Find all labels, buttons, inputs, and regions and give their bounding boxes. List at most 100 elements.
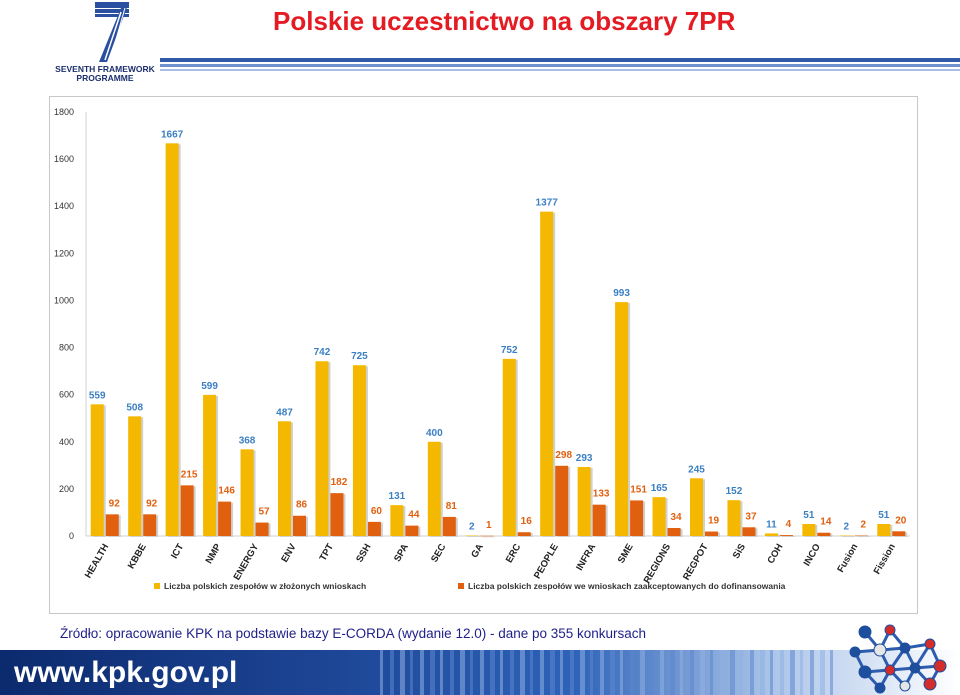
category-label: SSH [354, 542, 373, 565]
bar-submitted [802, 523, 816, 536]
category-label: ERC [504, 542, 524, 565]
data-label-funded: 86 [296, 500, 308, 511]
bar-submitted [128, 416, 142, 536]
molecule-atom [933, 659, 947, 673]
bar-funded [480, 535, 494, 537]
legend-label-funded: Liczba polskich zespołów we wnioskach za… [468, 581, 786, 591]
footer-stripe [730, 650, 735, 695]
bar-chart: 02004006008001000120014001600180055992HE… [54, 107, 910, 591]
bar-submitted [615, 302, 629, 536]
molecule-atom [874, 682, 886, 694]
category-label: INFRA [574, 542, 598, 573]
footer-stripe [830, 650, 833, 695]
molecule-atom [899, 680, 911, 692]
footer-stripe [800, 650, 803, 695]
category-label: REGIONS [642, 542, 673, 585]
footer-stripe [480, 650, 484, 695]
bar-funded [630, 500, 644, 536]
category-label: HEALTH [83, 542, 112, 580]
category-label: ENV [279, 541, 299, 564]
data-label-funded: 1 [486, 520, 492, 531]
logo-text-line1: SEVENTH FRAMEWORK [55, 64, 155, 74]
footer-stripe [620, 650, 623, 695]
category-label: SME [616, 542, 636, 565]
data-label-funded: 14 [820, 517, 832, 528]
footer-stripe [680, 650, 683, 695]
category-label: COH [765, 542, 785, 566]
bar-funded [218, 501, 232, 536]
category-label: TPT [318, 542, 337, 563]
bar-funded [705, 531, 718, 536]
footer-stripe [820, 650, 825, 695]
bar-submitted [764, 533, 778, 536]
data-label-funded: 151 [630, 484, 647, 495]
footer-stripe [540, 650, 544, 695]
footer-stripe [420, 650, 424, 695]
kpk-molecule-logo [849, 624, 947, 694]
bar-submitted [690, 478, 703, 536]
bar-funded [517, 532, 531, 536]
data-label-submitted: 725 [351, 351, 368, 362]
data-label-funded: 146 [218, 486, 235, 497]
legend-label-submitted: Liczba polskich zespołów w złożonych wni… [164, 581, 366, 591]
data-label-submitted: 742 [314, 347, 331, 358]
y-tick-label: 200 [59, 484, 74, 494]
y-tick-label: 1000 [54, 295, 74, 305]
footer-url[interactable]: www.kpk.gov.pl [14, 656, 238, 689]
footer-stripe [610, 650, 615, 695]
footer-stripe [460, 650, 465, 695]
category-label: KBBE [126, 542, 149, 571]
data-label-funded: 34 [670, 512, 682, 523]
footer-stripe [490, 650, 495, 695]
footer-stripe [700, 650, 705, 695]
data-label-submitted: 51 [803, 510, 815, 521]
data-label-funded: 81 [446, 501, 458, 512]
footer-stripe [530, 650, 533, 695]
footer-stripe [400, 650, 405, 695]
category-label: SPA [392, 542, 411, 564]
y-tick-label: 1400 [54, 201, 74, 211]
bar-submitted [165, 143, 179, 536]
data-label-submitted: 51 [878, 510, 890, 521]
bar-submitted [502, 358, 516, 536]
footer-stripe [650, 650, 653, 695]
footer-stripe [760, 650, 765, 695]
footer-stripe [440, 650, 443, 695]
bar-shadow [856, 536, 870, 538]
header-stripes [160, 58, 960, 71]
data-label-submitted: 508 [126, 402, 143, 413]
y-tick-label: 0 [69, 531, 74, 541]
footer-stripe [670, 650, 675, 695]
page-title: Polskie uczestnictwo na obszary 7PR [273, 6, 736, 36]
category-label: Fusion [835, 542, 860, 575]
footer-stripe [710, 650, 713, 695]
logo-text-line2: PROGRAMME [76, 73, 133, 83]
footer-stripe [450, 650, 454, 695]
molecule-atom [899, 642, 911, 654]
data-label-funded: 298 [555, 450, 572, 461]
bar-submitted [877, 523, 891, 536]
bar-funded [667, 527, 681, 536]
footer-stripe [390, 650, 394, 695]
footer-stripe [630, 650, 634, 695]
footer-stripe [500, 650, 503, 695]
category-label: NMP [204, 541, 224, 565]
bar-funded [555, 465, 569, 536]
data-label-funded: 57 [258, 507, 270, 518]
data-label-submitted: 293 [576, 453, 593, 464]
data-label-funded: 182 [331, 477, 348, 488]
source-note: Źródło: opracowanie KPK na podstawie baz… [60, 626, 647, 641]
data-label-submitted: 2 [844, 522, 850, 533]
y-tick-label: 800 [59, 343, 74, 353]
y-tick-label: 1200 [54, 248, 74, 258]
category-label: SEC [429, 542, 448, 565]
data-label-funded: 44 [408, 510, 420, 521]
molecule-atom [924, 638, 936, 650]
footer-stripe [720, 650, 724, 695]
category-label: ICT [169, 542, 186, 561]
footer-stripe [570, 650, 574, 695]
molecule-atom [858, 665, 872, 679]
category-label: INCO [802, 542, 823, 568]
category-label: ENERGY [232, 541, 262, 582]
data-label-submitted: 2 [469, 522, 475, 533]
